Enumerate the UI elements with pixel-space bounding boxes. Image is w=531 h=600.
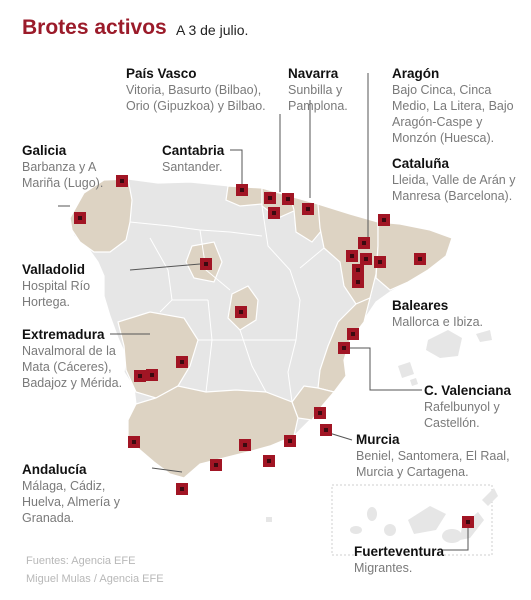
label-aragon: Aragón Bajo Cinca, Cinca Medio, La Liter… xyxy=(392,65,527,146)
region-desc: Migrantes. xyxy=(354,561,413,575)
label-valladolid: Valladolid Hospital Río Hortega. xyxy=(22,261,122,310)
leader-lines xyxy=(58,73,469,551)
outbreak-marker-core xyxy=(272,211,276,215)
outbreak-marker-core xyxy=(350,254,354,258)
outbreak-marker-core xyxy=(362,241,366,245)
outbreak-marker-core xyxy=(342,346,346,350)
outbreak-marker-core xyxy=(240,188,244,192)
region-galicia xyxy=(69,178,133,253)
region-name: C. Valenciana xyxy=(424,383,512,398)
region-desc: Navalmoral de la Mata (Cáceres), Badajoz… xyxy=(22,344,123,390)
region-desc: Bajo Cinca, Cinca Medio, La Litera, Bajo… xyxy=(392,83,514,145)
region-desc: Málaga, Cádiz, Huelva, Almería y Granada… xyxy=(22,479,120,525)
region-name: Galicia xyxy=(22,143,67,158)
region-name: Cantabria xyxy=(162,143,225,158)
credit-line: Miguel Mulas / Agencia EFE xyxy=(26,573,164,585)
region-name: Navarra xyxy=(288,66,339,81)
label-baleares: Baleares Mallorca e Ibiza. xyxy=(392,297,502,330)
region-name: Fuerteventura xyxy=(354,544,445,559)
outbreak-marker-core xyxy=(356,268,360,272)
region-desc: Beniel, Santomera, El Raal, Murcia y Car… xyxy=(356,449,510,479)
region-desc: Barbanza y A Mariña (Lugo). xyxy=(22,160,104,190)
outbreak-marker-core xyxy=(324,428,328,432)
label-fuerteventura: Fuerteventura Migrantes. xyxy=(354,543,464,576)
label-navarra: Navarra Sunbilla y Pamplona. xyxy=(288,65,358,114)
label-extremadura: Extremadura Navalmoral de la Mata (Cácer… xyxy=(22,326,127,391)
outbreak-marker-core xyxy=(306,207,310,211)
region-name: Extremadura xyxy=(22,327,105,342)
region-desc: Hospital Río Hortega. xyxy=(22,279,91,309)
region-name: País Vasco xyxy=(126,66,197,81)
outbreak-marker-core xyxy=(180,487,184,491)
canarias-inset-frame xyxy=(331,484,493,556)
region-name: Andalucía xyxy=(22,462,87,477)
outbreak-marker-core xyxy=(288,439,292,443)
outbreak-marker-core xyxy=(120,179,124,183)
outbreak-marker-core xyxy=(318,411,322,415)
sources-line: Fuentes: Agencia EFE xyxy=(26,555,136,567)
outbreak-marker-core xyxy=(214,463,218,467)
outbreak-marker-core xyxy=(382,218,386,222)
region-name: Aragón xyxy=(392,66,440,81)
outbreak-marker-core xyxy=(239,310,243,314)
map-title: Brotes activos xyxy=(22,16,167,39)
region-name: Baleares xyxy=(392,298,449,313)
region-name: Murcia xyxy=(356,432,400,447)
outbreak-marker-core xyxy=(378,260,382,264)
label-andalucia: Andalucía Málaga, Cádiz, Huelva, Almería… xyxy=(22,461,132,526)
label-pais-vasco: País Vasco Vitoria, Basurto (Bilbao), Or… xyxy=(126,65,276,114)
outbreak-marker-core xyxy=(351,332,355,336)
outbreak-marker-core xyxy=(466,520,470,524)
region-andalucia xyxy=(127,385,299,479)
region-desc: Lleida, Valle de Arán y Manresa (Barcelo… xyxy=(392,173,516,203)
label-c-valenciana: C. Valenciana Rafelbunyol y Castellón. xyxy=(424,382,529,431)
label-cataluna: Cataluña Lleida, Valle de Arán y Manresa… xyxy=(392,155,527,204)
map-date: A 3 de julio. xyxy=(176,22,249,38)
label-galicia: Galicia Barbanza y A Mariña (Lugo). xyxy=(22,142,117,191)
label-cantabria: Cantabria Santander. xyxy=(162,142,232,175)
outbreak-marker-core xyxy=(132,440,136,444)
canarias-islands xyxy=(350,488,498,543)
region-name: Cataluña xyxy=(392,156,450,171)
outbreak-marker-core xyxy=(418,257,422,261)
province-borders xyxy=(129,205,325,403)
outbreak-marker-core xyxy=(243,443,247,447)
region-desc: Rafelbunyol y Castellón. xyxy=(424,400,500,430)
outbreak-marker-core xyxy=(204,262,208,266)
outbreak-marker-core xyxy=(267,459,271,463)
label-murcia: Murcia Beniel, Santomera, El Raal, Murci… xyxy=(356,431,516,480)
region-name: Valladolid xyxy=(22,262,86,277)
ceuta-melilla xyxy=(266,517,272,522)
outbreak-markers xyxy=(74,175,474,528)
outbreak-marker-core xyxy=(180,360,184,364)
baleares-islands xyxy=(398,330,492,386)
region-desc: Mallorca e Ibiza. xyxy=(392,315,484,329)
outbreak-marker-core xyxy=(364,257,368,261)
outbreak-marker-core xyxy=(150,373,154,377)
outbreak-marker-core xyxy=(78,216,82,220)
region-desc: Santander. xyxy=(162,160,223,174)
outbreak-marker-core xyxy=(138,374,142,378)
outbreak-marker-core xyxy=(286,197,290,201)
outbreak-marker-core xyxy=(356,280,360,284)
region-desc: Sunbilla y Pamplona. xyxy=(288,83,348,113)
outbreak-marker-core xyxy=(268,196,272,200)
region-desc: Vitoria, Basurto (Bilbao), Orio (Gipuzko… xyxy=(126,83,266,113)
